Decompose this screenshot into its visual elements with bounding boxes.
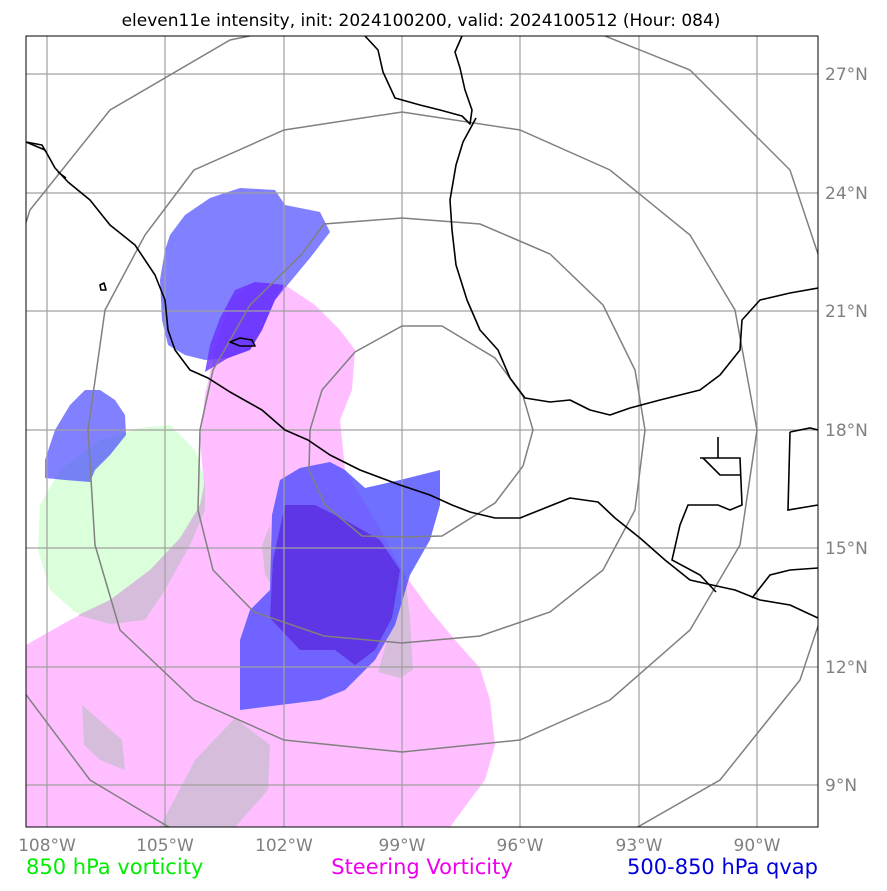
lon-tick-label: 105°W — [136, 836, 194, 856]
qvap-region-west — [45, 390, 126, 482]
lat-tick-label: 21°N — [825, 302, 868, 322]
longitude-tick-labels: 108°W 105°W 102°W 99°W 96°W 93°W 90°W — [18, 836, 781, 856]
overlap-region-2 — [82, 705, 125, 770]
legend-qvap: 500-850 hPa qvap — [627, 855, 818, 879]
lat-tick-label: 9°N — [825, 776, 857, 796]
belize-border — [702, 437, 740, 476]
coastlines — [26, 36, 818, 619]
guatemala-border — [671, 457, 743, 593]
legend-vorticity-850: 850 hPa vorticity — [26, 855, 203, 879]
qvap-region-south-core — [270, 505, 400, 665]
lon-tick-label: 93°W — [616, 836, 663, 856]
lat-tick-label: 27°N — [825, 65, 868, 85]
island-coastline — [99, 282, 256, 347]
figure-title: eleven11e intensity, init: 2024100200, v… — [122, 11, 721, 31]
lat-tick-label: 15°N — [825, 539, 868, 559]
range-ring-3 — [87, 111, 758, 753]
range-ring-4 — [26, 36, 818, 827]
gulf-coastline — [364, 36, 818, 416]
lon-tick-label: 96°W — [497, 836, 544, 856]
lat-tick-label: 12°N — [825, 658, 868, 678]
overlap-region-3 — [160, 718, 270, 827]
lon-tick-label: 108°W — [18, 836, 76, 856]
baja-coastline — [26, 141, 67, 179]
latitude-tick-labels: 27°N 24°N 21°N 18°N 15°N 12°N 9°N — [825, 65, 868, 796]
lat-tick-label: 18°N — [825, 421, 868, 441]
steering-vorticity-region — [26, 282, 495, 827]
lon-tick-label: 99°W — [379, 836, 426, 856]
map-gridlines — [26, 36, 818, 827]
range-ring-2 — [197, 217, 646, 644]
qvap-region-north — [160, 188, 330, 360]
pacific-coastline — [26, 141, 818, 619]
map-plot-area — [26, 36, 818, 827]
overlap-region-5 — [262, 525, 272, 585]
lon-tick-label: 90°W — [734, 836, 781, 856]
legend: 850 hPa vorticity Steering Vorticity 500… — [26, 855, 818, 879]
central-america-border — [751, 427, 818, 599]
map-frame — [25, 35, 819, 828]
legend-steering-vorticity: Steering Vorticity — [331, 855, 513, 879]
overlap-region-1 — [78, 480, 205, 624]
lat-tick-label: 24°N — [825, 184, 868, 204]
lon-tick-label: 102°W — [255, 836, 313, 856]
